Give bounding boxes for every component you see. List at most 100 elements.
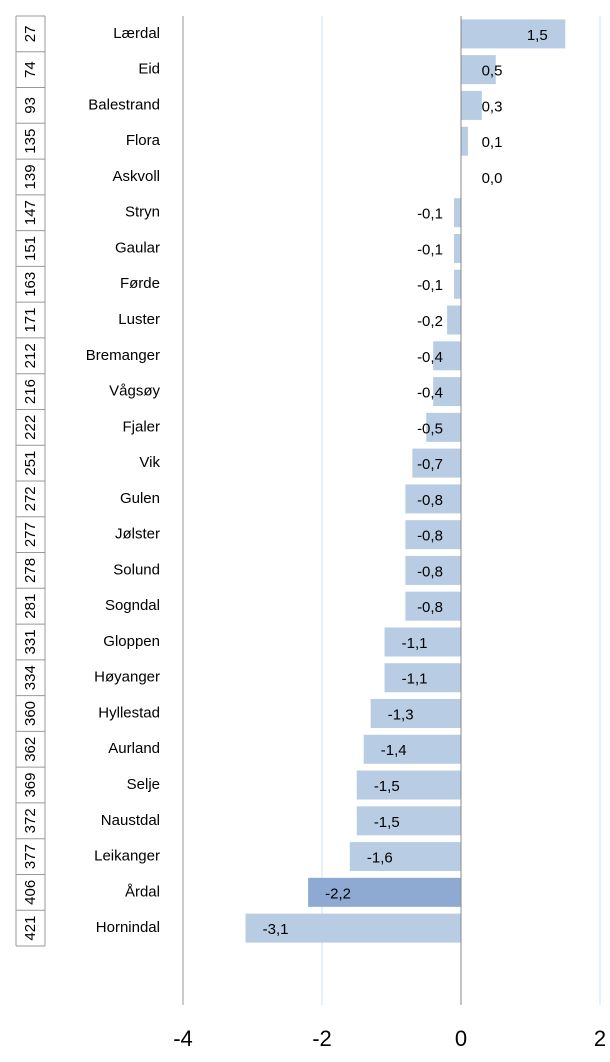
bar [461, 126, 468, 156]
rank-label: 163 [22, 272, 39, 297]
category-label: Vik [139, 454, 160, 471]
rank-label: 334 [22, 665, 39, 690]
rank-label: 171 [22, 308, 39, 333]
bar [433, 377, 461, 407]
bar [433, 341, 461, 371]
data-label: -1,1 [402, 635, 428, 652]
data-label: 0,1 [482, 134, 503, 151]
category-label: Gulen [120, 490, 160, 507]
rank-label: 27 [22, 26, 39, 43]
data-label: -1,5 [374, 778, 400, 795]
data-label: -0,2 [417, 313, 443, 330]
category-label: Askvoll [112, 168, 160, 185]
category-label: Eid [138, 61, 160, 78]
bar [447, 305, 461, 335]
data-label: -2,2 [325, 885, 351, 902]
category-label: Stryn [125, 204, 160, 221]
x-tick-label: 0 [455, 1026, 467, 1051]
rank-label: 281 [22, 594, 39, 619]
data-label: -0,1 [417, 241, 443, 258]
rank-label: 406 [22, 880, 39, 905]
data-label: -1,1 [402, 671, 428, 688]
bar [412, 448, 461, 478]
bar [426, 412, 461, 442]
category-label: Hyllestad [98, 704, 160, 721]
data-label: -1,4 [381, 742, 407, 759]
x-tick-label: 2 [594, 1026, 606, 1051]
rank-label: 216 [22, 379, 39, 404]
bar [454, 234, 461, 263]
bar [363, 734, 461, 764]
rank-label: 222 [22, 415, 39, 440]
bar [454, 198, 461, 228]
rank-label: 151 [22, 236, 39, 261]
data-label: -1,6 [367, 850, 393, 867]
category-label: Årdal [125, 883, 160, 900]
bar [356, 806, 461, 836]
bar [461, 90, 482, 120]
data-label: -0,5 [417, 420, 443, 437]
bar [356, 770, 461, 800]
category-label: Flora [126, 132, 161, 149]
rank-label: 369 [22, 773, 39, 798]
data-label: -3,1 [263, 921, 289, 938]
category-label: Bremanger [86, 347, 160, 364]
category-label: Vågsøy [109, 383, 160, 400]
data-label: -0,8 [417, 599, 443, 616]
data-label: -1,5 [374, 814, 400, 831]
category-label: Lærdal [113, 25, 160, 42]
bar [349, 842, 461, 872]
rank-label: 251 [22, 451, 39, 476]
data-label: -0,8 [417, 563, 443, 580]
rank-label: 377 [22, 844, 39, 869]
bar [405, 520, 461, 550]
data-label: -0,8 [417, 492, 443, 509]
bar [405, 484, 461, 514]
x-tick-label: -4 [173, 1026, 193, 1051]
rank-label: 93 [22, 97, 39, 114]
category-label: Naustdal [101, 812, 160, 829]
rank-label: 331 [22, 629, 39, 654]
data-label: 0,3 [482, 98, 503, 115]
x-tick-label: -2 [312, 1026, 332, 1051]
category-label: Sogndal [105, 597, 160, 614]
bar [461, 55, 496, 85]
bar [245, 913, 461, 943]
rank-label: 360 [22, 701, 39, 726]
rank-label: 277 [22, 522, 39, 547]
data-label: -0,1 [417, 206, 443, 223]
bar [454, 269, 461, 299]
category-label: Jølster [115, 526, 160, 543]
bar [370, 699, 461, 728]
bar [308, 877, 461, 907]
category-label: Leikanger [94, 848, 160, 865]
category-label: Hornindal [96, 919, 160, 936]
data-label: 0,5 [482, 63, 503, 80]
rank-label: 421 [22, 916, 39, 941]
data-label: -0,1 [417, 277, 443, 294]
bar [461, 19, 566, 49]
rank-label: 362 [22, 737, 39, 762]
category-label: Gloppen [103, 633, 160, 650]
data-label: -0,4 [417, 349, 443, 366]
rank-label: 147 [22, 200, 39, 225]
category-label: Gaular [115, 239, 160, 256]
bar [384, 627, 461, 657]
category-label: Førde [120, 275, 160, 292]
data-label: 0,0 [482, 170, 503, 187]
category-label: Selje [127, 776, 160, 793]
bar [405, 555, 461, 585]
category-label: Solund [113, 561, 160, 578]
rank-label: 372 [22, 808, 39, 833]
bar [405, 591, 461, 621]
category-label: Balestrand [88, 96, 160, 113]
rank-label: 135 [22, 129, 39, 154]
data-label: -0,8 [417, 528, 443, 545]
data-label: 1,5 [527, 27, 548, 44]
category-label: Aurland [108, 740, 160, 757]
data-label: -0,7 [417, 456, 443, 473]
bar [384, 663, 461, 693]
rank-label: 278 [22, 558, 39, 583]
rank-label: 74 [22, 61, 39, 78]
